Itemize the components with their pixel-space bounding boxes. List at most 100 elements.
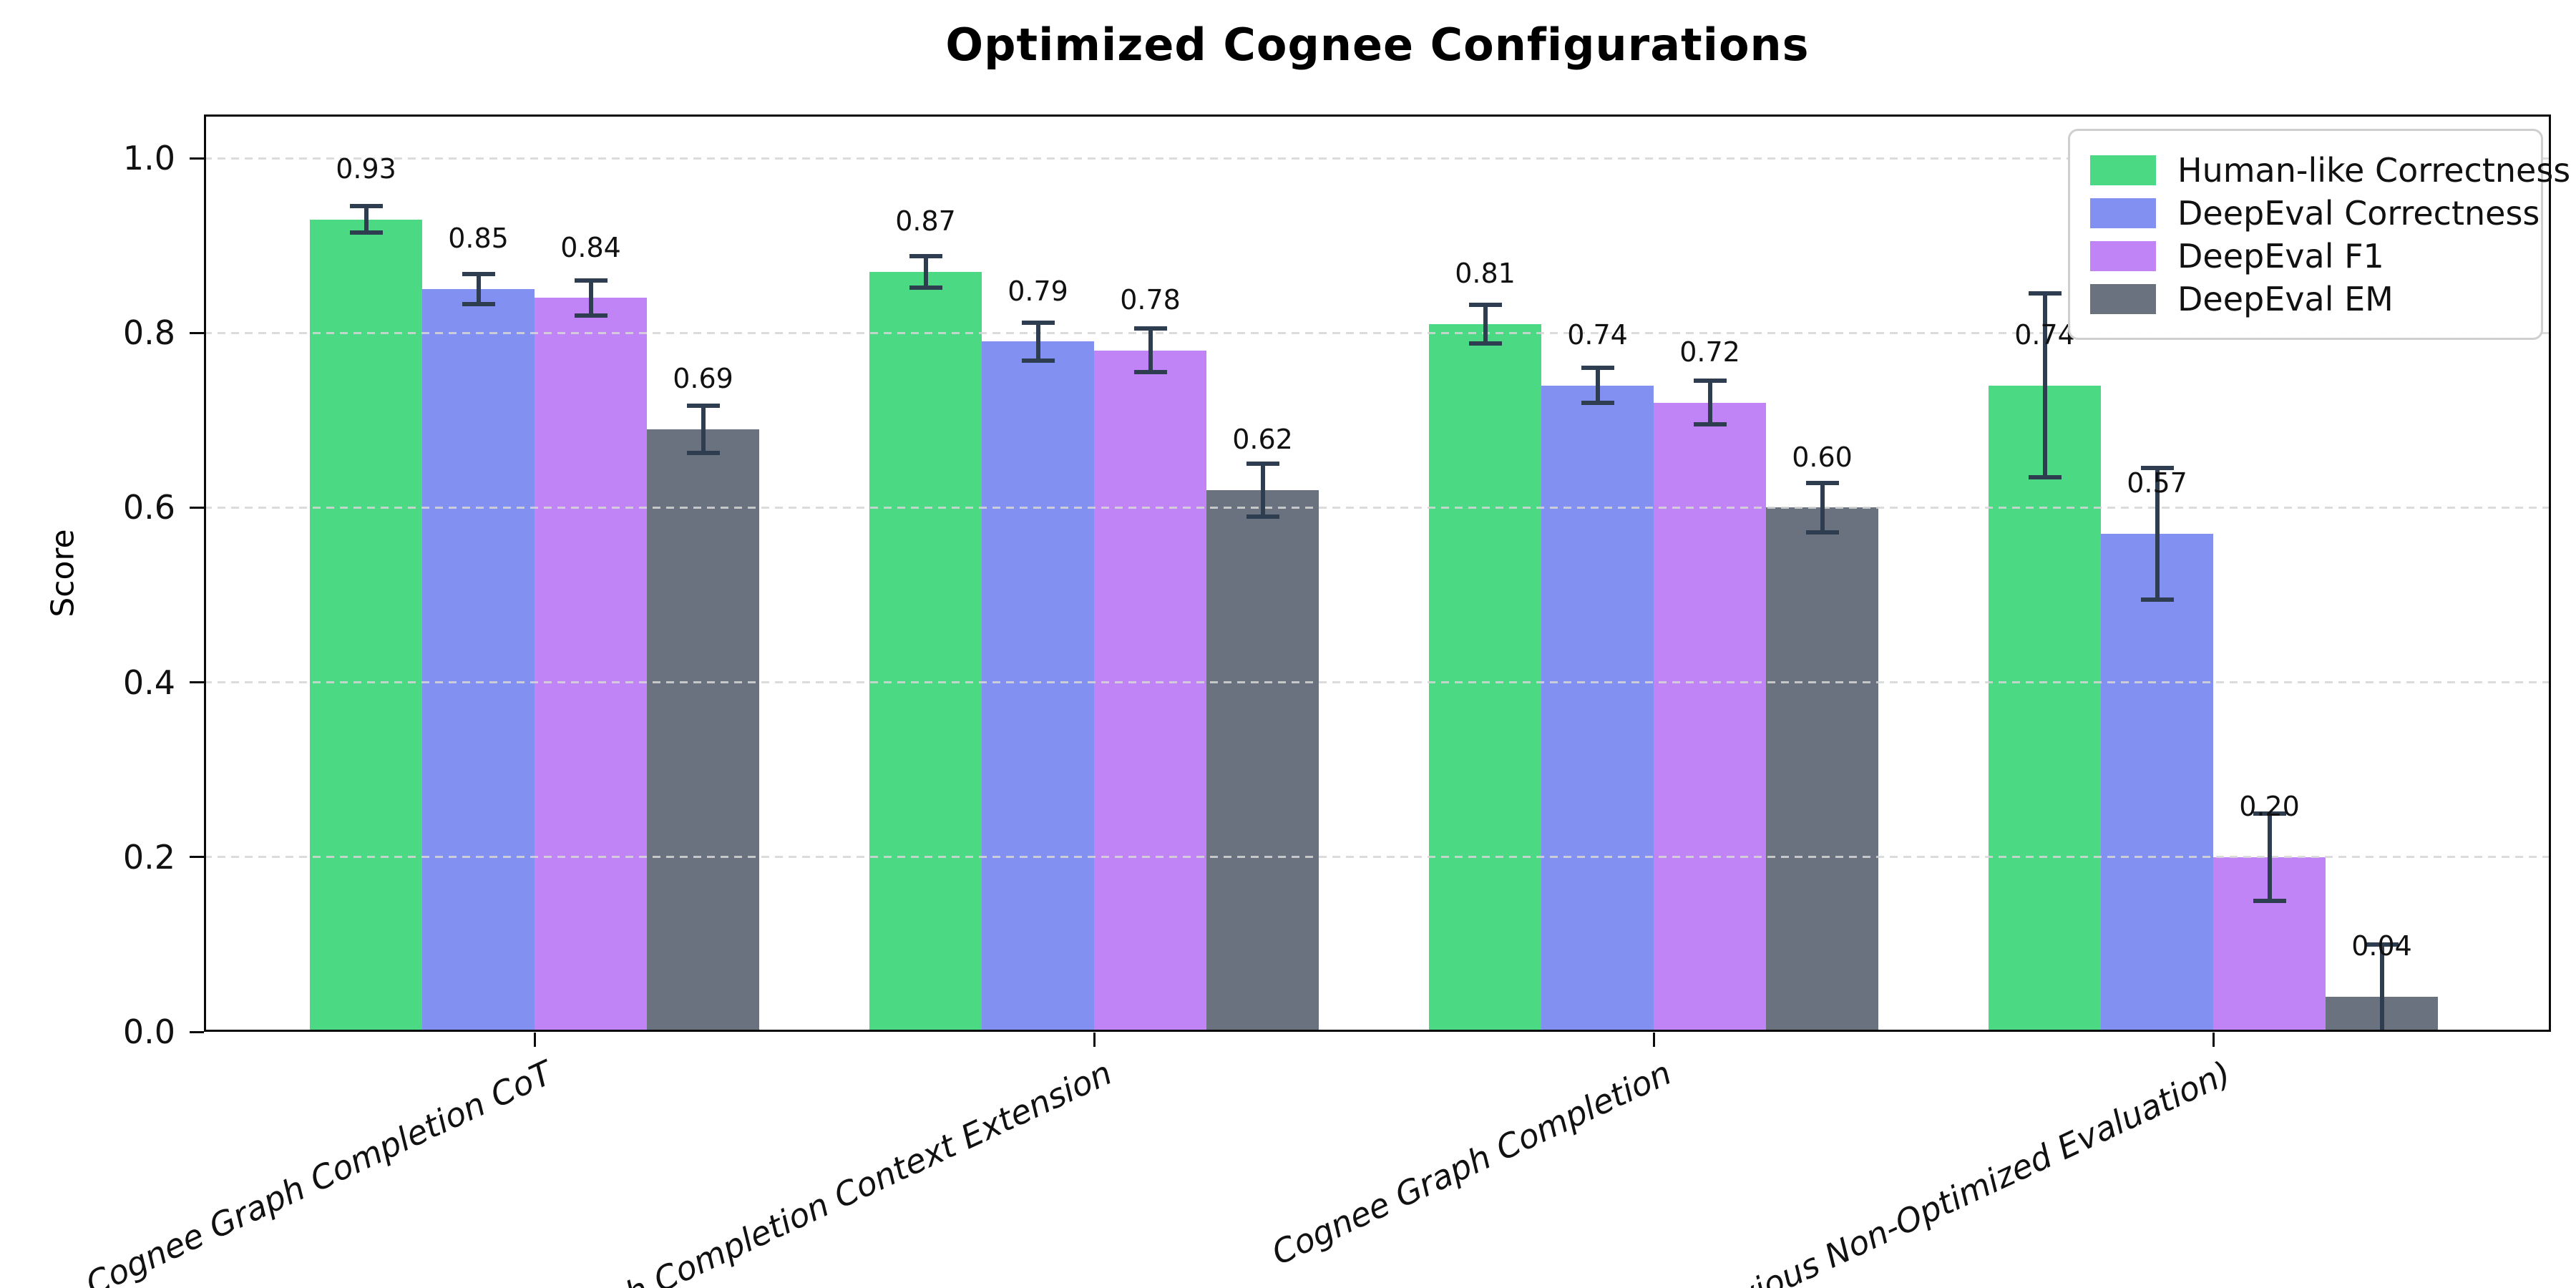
bar-1-group-3 (1429, 324, 1541, 1032)
bar-4-group-1 (647, 429, 759, 1032)
error-bar-cap-bottom (2253, 898, 2286, 903)
y-tick-label-0.2: 0.2 (122, 837, 175, 877)
legend-item-label: DeepEval F1 (2177, 236, 2384, 275)
bar-3-group-3 (1654, 402, 1766, 1032)
error-bar-cap-top (574, 278, 608, 283)
y-tick-mark-0.4 (190, 681, 204, 684)
error-bar-cap-bottom (909, 285, 942, 290)
bar-value-label: 0.74 (2014, 318, 2075, 351)
bar-2-group-2 (982, 341, 1094, 1032)
bar-value-label: 0.62 (1232, 424, 1293, 456)
error-bar (364, 206, 369, 233)
legend: Human-like Correctness DeepEval Correctne… (2068, 129, 2570, 340)
x-tick-mark-1 (533, 1033, 536, 1047)
bar-value-label: 0.87 (895, 205, 956, 237)
error-bar (1035, 322, 1040, 361)
y-axis-label: Score (44, 529, 82, 618)
y-tick-mark-0.2 (190, 856, 204, 859)
error-bar-cap-bottom (686, 450, 720, 455)
chart-title: Optimized Cognee Configurations (945, 19, 1810, 71)
bar-value-label: 0.93 (336, 152, 396, 185)
error-bar (1483, 305, 1488, 343)
bar-1-group-1 (310, 219, 422, 1032)
error-bar (701, 405, 706, 453)
bar-1-group-4 (1989, 385, 2101, 1032)
y-tick-label-1.0: 1.0 (122, 139, 175, 178)
error-bar-cap-bottom (2028, 474, 2062, 479)
bar-value-label: 0.72 (1679, 336, 1740, 369)
x-tick-label-3: Cognee Graph Completion (1266, 1053, 1677, 1273)
error-bar (1595, 368, 1600, 403)
error-bar-cap-top (2140, 466, 2174, 471)
legend-item-4: DeepEval EM (2090, 279, 2521, 318)
error-bar-cap-top (2365, 942, 2399, 947)
y-tick-mark-0.8 (190, 331, 204, 334)
bar-value-label: 0.20 (2239, 790, 2300, 822)
legend-swatch-icon (2090, 197, 2156, 228)
y-tick-mark-1.0 (190, 157, 204, 160)
error-bar-cap-top (1581, 366, 1614, 371)
error-bar-cap-bottom (1468, 341, 1502, 346)
bar-value-label: 0.57 (2127, 467, 2187, 499)
error-bar (1260, 464, 1265, 517)
error-bar-cap-top (1133, 326, 1167, 331)
error-bar-cap-bottom (1805, 530, 1839, 535)
y-tick-label-0.8: 0.8 (122, 313, 175, 353)
error-bar (476, 274, 481, 304)
bar-value-label: 0.85 (448, 223, 509, 255)
legend-item-2: DeepEval Correctness (2090, 193, 2540, 233)
error-bar-cap-top (1693, 379, 1727, 384)
plot-area: 0.93 0.87 0.81 0.74 0.85 0.79 0.74 0.57 0.84 0.78… (204, 114, 2551, 1032)
grid-line-0.6 (204, 506, 2551, 509)
legend-item-1: Human-like Correctness (2090, 150, 2570, 190)
grid-line-1.0 (204, 157, 2551, 160)
bar-1-group-2 (869, 271, 982, 1032)
bar-value-label: 0.04 (2351, 930, 2412, 962)
bar-4-group-3 (1766, 507, 1878, 1032)
error-bar (2267, 813, 2272, 901)
x-tick-mark-2 (1093, 1033, 1096, 1047)
y-tick-label-0.0: 0.0 (122, 1013, 175, 1051)
legend-item-label: Human-like Correctness (2177, 150, 2571, 190)
y-tick-mark-0.0 (190, 1030, 204, 1033)
legend-item-label: DeepEval Correctness (2177, 193, 2540, 233)
legend-item-label: DeepEval EM (2177, 279, 2394, 318)
error-bar (1820, 483, 1825, 532)
error-bar (588, 280, 593, 316)
error-bar-cap-top (1246, 462, 1279, 467)
error-bar (923, 255, 928, 288)
error-bar-cap-top (1805, 481, 1839, 486)
legend-swatch-icon (2090, 240, 2156, 271)
error-bar-cap-top (1021, 320, 1055, 325)
legend-item-3: DeepEval F1 (2090, 236, 2521, 275)
error-bar (2042, 293, 2047, 477)
grid-line-0.4 (204, 681, 2551, 684)
error-bar-cap-top (686, 403, 720, 408)
error-bar-cap-bottom (1133, 370, 1167, 375)
error-bar-cap-bottom (574, 313, 608, 318)
legend-swatch-icon (2090, 283, 2156, 314)
error-bar-cap-bottom (462, 301, 495, 306)
bar-4-group-2 (1206, 490, 1319, 1032)
bar-2-group-4 (2101, 534, 2213, 1032)
error-bar (2155, 468, 2160, 600)
legend-swatch-icon (2090, 155, 2156, 185)
x-tick-label-1: Cognee Graph Completion CoT (79, 1053, 558, 1288)
error-bar-cap-top (349, 204, 383, 209)
error-bar-cap-bottom (2140, 597, 2174, 602)
bar-2-group-1 (422, 289, 535, 1032)
bar-value-label: 0.74 (1567, 318, 1628, 351)
grid-line-0.8 (204, 331, 2551, 334)
x-tick-mark-3 (1652, 1033, 1655, 1047)
y-tick-label-0.6: 0.6 (122, 488, 175, 527)
error-bar-cap-top (2028, 291, 2062, 296)
error-bar-cap-bottom (1021, 358, 1055, 364)
bar-value-label: 0.69 (673, 362, 733, 394)
y-tick-label-0.4: 0.4 (122, 663, 175, 702)
x-tick-mark-4 (2212, 1033, 2215, 1047)
error-bar-cap-top (2253, 811, 2286, 816)
bar-value-label: 0.81 (1455, 258, 1516, 290)
bar-2-group-3 (1541, 385, 1654, 1032)
error-bar-cap-bottom (1581, 400, 1614, 405)
